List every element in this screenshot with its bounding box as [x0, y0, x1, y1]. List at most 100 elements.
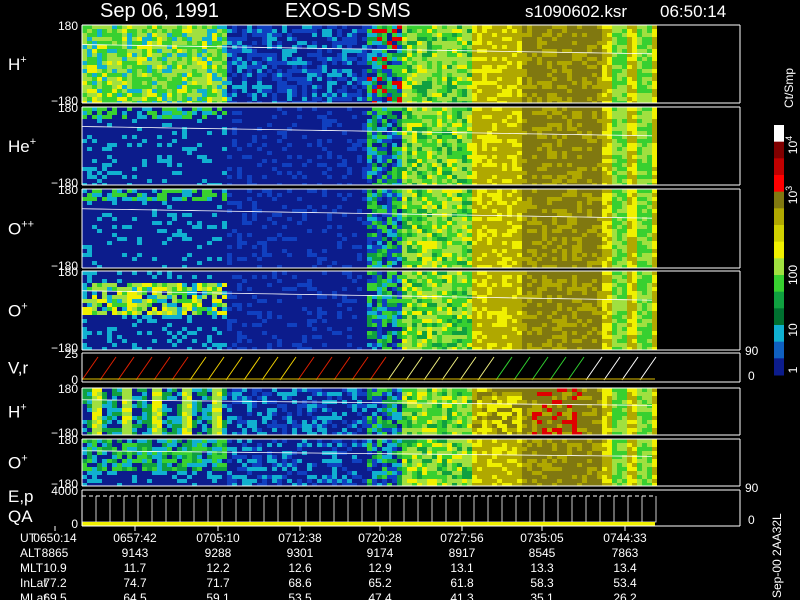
spectrogram-cell	[322, 85, 327, 89]
spectrogram-cell	[622, 93, 627, 97]
spectrogram-cell	[142, 253, 147, 257]
spectrogram-cell	[182, 155, 187, 159]
spectrogram-cell	[342, 127, 347, 131]
spectrogram-cell	[267, 159, 272, 163]
spectrogram-cell	[87, 241, 92, 245]
spectrogram-cell	[232, 93, 237, 97]
spectrogram-cell	[342, 175, 347, 179]
spectrogram-cell	[392, 135, 397, 139]
spectrogram-cell	[502, 61, 507, 65]
spectrogram-cell	[282, 57, 287, 61]
spectrogram-cell	[137, 197, 142, 201]
spectrogram-cell	[567, 49, 572, 53]
spectrogram-cell	[577, 53, 582, 57]
spectrogram-cell	[82, 163, 87, 167]
spectrogram-cell	[432, 25, 437, 29]
spectrogram-cell	[592, 127, 597, 131]
spectrogram-cell	[437, 45, 442, 49]
spectrogram-cell	[642, 115, 647, 119]
spectrogram-cell	[147, 159, 152, 163]
spectrogram-cell	[97, 143, 102, 147]
spectrogram-cell	[172, 229, 177, 233]
spectrogram-cell	[277, 171, 282, 175]
spectrogram-cell	[262, 139, 267, 143]
spectrogram-cell	[162, 119, 167, 123]
spectrogram-cell	[112, 167, 117, 171]
spectrogram-cell	[87, 179, 92, 183]
spectrogram-cell	[322, 81, 327, 85]
spectrogram-cell	[547, 131, 552, 135]
spectrogram-cell	[587, 139, 592, 143]
spectrogram-cell	[392, 25, 397, 29]
spectrogram-cell	[522, 175, 527, 179]
spectrogram-cell	[467, 155, 472, 159]
spectrogram-cell	[287, 81, 292, 85]
spectrogram-cell	[267, 29, 272, 33]
spectrogram-cell	[327, 175, 332, 179]
spectrogram-cell	[482, 175, 487, 179]
spectrogram-cell	[112, 57, 117, 61]
spectrogram-cell	[202, 101, 207, 103]
spectrogram-cell	[642, 155, 647, 159]
spectrogram-cell	[372, 139, 377, 143]
spectrogram-cell	[282, 179, 287, 183]
spectrogram-cell	[562, 131, 567, 135]
spectrogram-cell	[477, 151, 482, 155]
spectrogram-cell	[582, 111, 587, 115]
spectrogram-cell	[332, 69, 337, 73]
spectrogram-cell	[297, 85, 302, 89]
spectrogram-cell	[597, 179, 602, 183]
spectrogram-cell	[147, 85, 152, 89]
spectrogram-cell	[372, 41, 377, 45]
spectrogram-cell	[507, 151, 512, 155]
spectrogram-cell	[482, 167, 487, 171]
spectrogram-cell	[222, 49, 227, 53]
spectrogram-cell	[232, 147, 237, 151]
spectrogram-cell	[112, 233, 117, 237]
spectrogram-cell	[462, 53, 467, 57]
spectrogram-cell	[437, 81, 442, 85]
spectrogram-cell	[392, 111, 397, 115]
spectrogram-cell	[597, 97, 602, 101]
spectrogram-cell	[497, 127, 502, 131]
spectrogram-cell	[567, 163, 572, 167]
spectrogram-cell	[117, 175, 122, 179]
spectrogram-cell	[387, 127, 392, 131]
spectrogram-cell	[367, 57, 372, 61]
spectrogram-cell	[102, 29, 107, 33]
spectrogram-cell	[157, 241, 162, 245]
spectrogram-cell	[532, 111, 537, 115]
spectrogram-cell	[317, 183, 322, 185]
spectrogram-cell	[287, 97, 292, 101]
spectrogram-cell	[627, 89, 632, 93]
spectrogram-cell	[267, 33, 272, 37]
spectrogram-cell	[597, 77, 602, 81]
spectrogram-cell	[167, 111, 172, 115]
spectrogram-cell	[397, 163, 402, 167]
spectrogram-cell	[617, 147, 622, 151]
spectrogram-cell	[257, 183, 262, 185]
spectrogram-cell	[477, 69, 482, 73]
spectrogram-cell	[92, 147, 97, 151]
spectrogram-cell	[332, 57, 337, 61]
spectrogram-cell	[512, 41, 517, 45]
spectrogram-cell	[612, 127, 617, 131]
spectrogram-cell	[112, 249, 117, 253]
spectrogram-cell	[357, 77, 362, 81]
spectrogram-cell	[332, 179, 337, 183]
spectrogram-cell	[562, 123, 567, 127]
spectrogram-cell	[162, 49, 167, 53]
spectrogram-cell	[97, 41, 102, 45]
spectrogram-cell	[392, 127, 397, 131]
spectrogram-cell	[567, 89, 572, 93]
spectrogram-cell	[337, 139, 342, 143]
spectrogram-cell	[402, 179, 407, 183]
spectrogram-cell	[347, 61, 352, 65]
spectrogram-cell	[112, 65, 117, 69]
spectrogram-cell	[527, 127, 532, 131]
spectrogram-cell	[342, 25, 347, 29]
spectrogram-cell	[267, 123, 272, 127]
spectrogram-cell	[152, 45, 157, 49]
spectrogram-cell	[552, 101, 557, 103]
spectrogram-cell	[402, 139, 407, 143]
